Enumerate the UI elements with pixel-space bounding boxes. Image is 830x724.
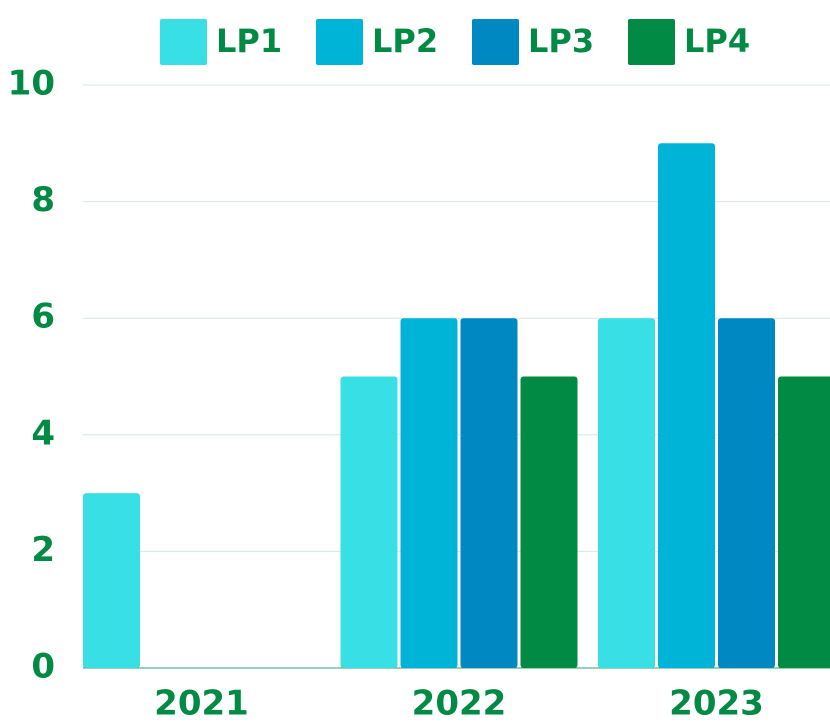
legend-swatch (628, 19, 675, 65)
bar (778, 376, 830, 668)
legend-label: LP3 (528, 22, 594, 60)
bar (83, 493, 140, 668)
legend-label: LP4 (684, 22, 750, 60)
y-tick-label: 6 (31, 297, 55, 337)
y-tick-label: 10 (8, 64, 55, 104)
x-tick-label: 2023 (669, 684, 764, 721)
bar (598, 318, 655, 668)
legend-swatch (160, 19, 207, 65)
legend-label: LP2 (372, 22, 438, 60)
bar (460, 318, 518, 668)
legend-swatch (472, 19, 519, 65)
y-tick-label: 8 (31, 180, 55, 220)
y-tick-label: 2 (31, 530, 55, 570)
bar (658, 143, 715, 669)
bar (340, 376, 398, 668)
bar (520, 376, 578, 668)
legend-swatch (316, 19, 363, 65)
bar (718, 318, 775, 668)
legend-label: LP1 (216, 22, 282, 60)
bar (400, 318, 458, 668)
y-tick-label: 0 (31, 647, 55, 687)
x-tick-label: 2022 (412, 684, 507, 721)
x-tick-label: 2021 (154, 684, 249, 721)
y-tick-label: 4 (31, 413, 55, 453)
